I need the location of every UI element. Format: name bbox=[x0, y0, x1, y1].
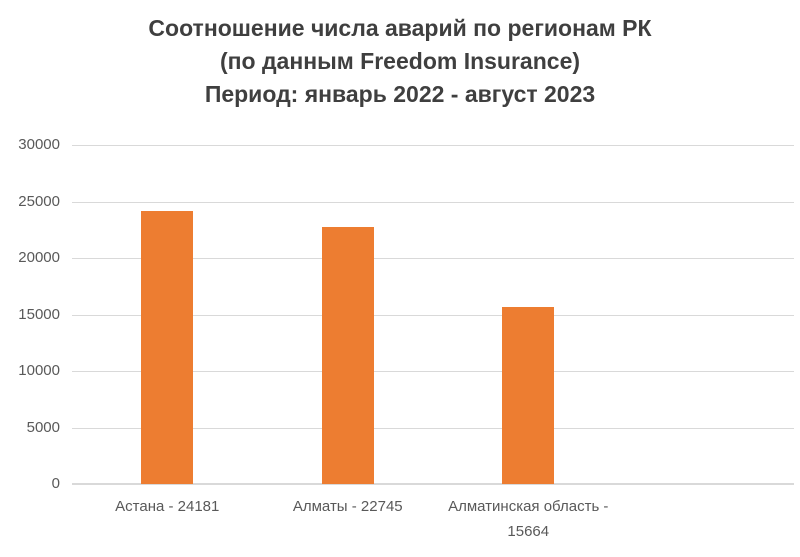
y-tick-label: 5000 bbox=[26, 418, 60, 436]
bar-2 bbox=[502, 306, 555, 484]
gridline bbox=[72, 314, 794, 316]
x-axis-line bbox=[72, 483, 794, 485]
gridline bbox=[72, 201, 794, 203]
y-tick-label: 10000 bbox=[18, 362, 60, 379]
gridline bbox=[72, 145, 794, 146]
chart-title-line-1: Соотношение числа аварий по регионам РК bbox=[148, 15, 652, 41]
chart-title: Соотношение числа аварий по регионам РК … bbox=[0, 12, 800, 111]
gridline bbox=[72, 371, 794, 372]
gridline bbox=[72, 258, 794, 259]
chart-title-line-3: Период: январь 2022 - август 2023 bbox=[204, 81, 596, 107]
y-tick-label: 0 bbox=[51, 475, 60, 492]
y-tick-label: 25000 bbox=[18, 192, 60, 210]
chart-title-line-2: (по данным Freedom Insurance) bbox=[219, 48, 581, 74]
x-category-label-1: Алматы - 22745 bbox=[292, 498, 403, 515]
bar-0 bbox=[141, 210, 194, 484]
y-tick-label: 20000 bbox=[18, 249, 60, 266]
bar-1 bbox=[321, 226, 374, 484]
y-tick-label: 30000 bbox=[18, 136, 60, 153]
x-category-label-2: Алматинская область - 15664 bbox=[448, 498, 609, 540]
gridline bbox=[72, 427, 794, 429]
y-tick-label: 15000 bbox=[18, 305, 60, 323]
x-category-label-0: Астана - 24181 bbox=[115, 498, 220, 515]
